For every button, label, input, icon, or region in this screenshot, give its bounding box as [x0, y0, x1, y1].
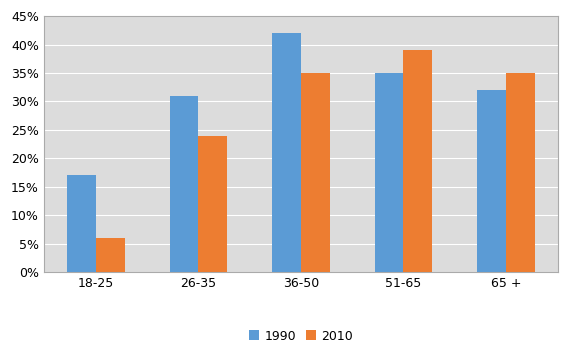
Bar — [374, 73, 403, 272]
Bar — [477, 90, 506, 272]
Bar — [403, 50, 432, 272]
Bar — [96, 238, 125, 272]
Bar — [170, 96, 199, 272]
Bar — [272, 33, 301, 272]
Legend: 1990, 2010: 1990, 2010 — [244, 325, 357, 348]
Bar — [67, 176, 96, 272]
Bar — [301, 73, 329, 272]
Bar — [199, 136, 227, 272]
Bar — [506, 73, 534, 272]
